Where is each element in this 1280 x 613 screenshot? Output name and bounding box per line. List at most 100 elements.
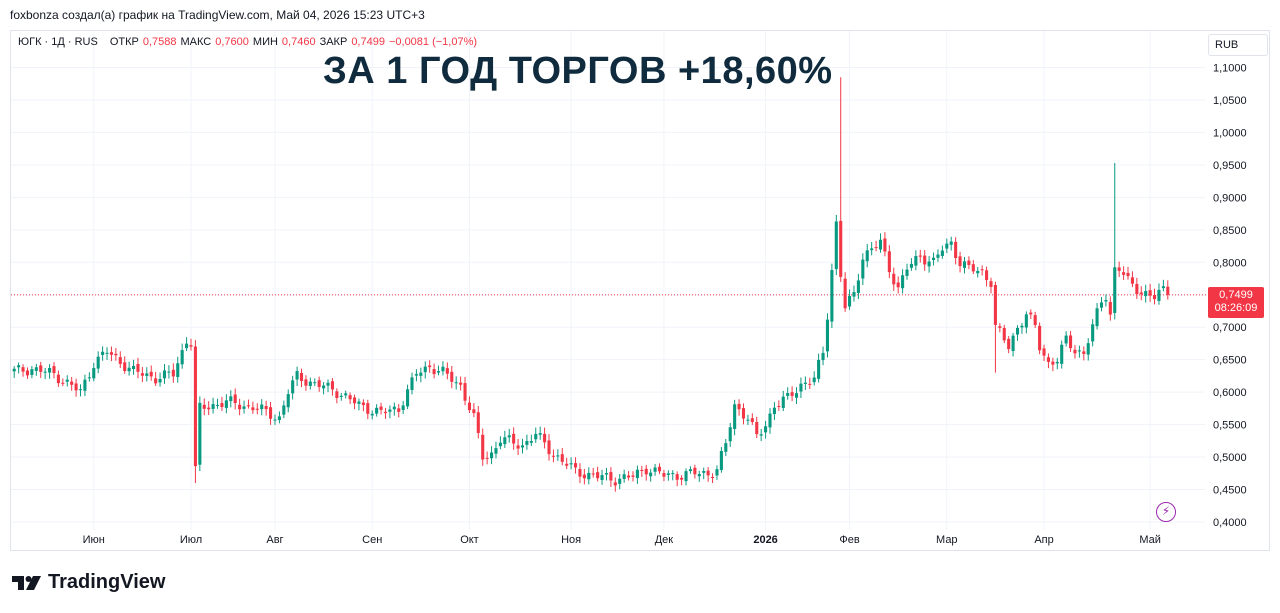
candle-body — [171, 369, 175, 377]
candle — [220, 396, 224, 411]
candle — [17, 362, 21, 374]
candle-body — [1166, 286, 1170, 295]
candle — [587, 467, 591, 485]
candle — [1166, 280, 1170, 300]
candle-body — [114, 353, 118, 356]
candle-body — [140, 373, 144, 376]
x-tick-label: Май — [1139, 534, 1161, 546]
candle — [675, 471, 679, 487]
candle — [344, 390, 348, 399]
candle-body — [83, 379, 87, 391]
low-label: МИН — [252, 36, 278, 48]
y-tick-label: 0,6500 — [1213, 355, 1247, 367]
y-tick-label: 0,9500 — [1213, 160, 1247, 172]
candle-body — [463, 383, 467, 401]
candle-body — [883, 238, 887, 252]
candle — [109, 346, 113, 362]
candle — [238, 398, 242, 416]
candle-body — [366, 403, 370, 414]
candle — [945, 238, 949, 254]
candle-body — [551, 455, 555, 457]
candle — [490, 446, 494, 465]
candle — [392, 402, 396, 416]
candle-body — [92, 368, 96, 379]
candle-body — [808, 383, 812, 385]
candle — [498, 436, 502, 450]
lightning-icon[interactable]: ⚡ — [1156, 502, 1176, 522]
chart-frame[interactable] — [10, 30, 1270, 551]
currency-button[interactable]: RUB — [1208, 34, 1268, 56]
candle-body — [1055, 361, 1059, 364]
candle-body — [118, 357, 122, 364]
candle-body — [246, 405, 251, 407]
y-tick-label: 0,6000 — [1213, 387, 1247, 399]
candle — [467, 396, 472, 413]
candle-body — [1064, 335, 1068, 344]
candle-body — [260, 404, 264, 410]
candle-body — [635, 469, 639, 479]
candle — [1148, 283, 1152, 302]
candle-body — [520, 445, 525, 448]
candle-body — [874, 247, 878, 249]
candle-body — [1126, 272, 1130, 277]
candle — [971, 260, 975, 275]
candle — [295, 366, 299, 386]
candle-body — [680, 477, 684, 480]
candle — [680, 475, 684, 486]
candle — [923, 250, 927, 271]
candle — [1069, 330, 1073, 352]
candle — [1015, 325, 1020, 341]
candle-body — [1038, 325, 1042, 351]
last-price-label: 0,7499 08:26:09 — [1208, 287, 1264, 318]
candle-body — [220, 403, 224, 408]
candle-body — [162, 370, 167, 379]
open-value: 0,7588 — [142, 36, 177, 48]
candle-body — [1148, 290, 1152, 296]
symbol-label[interactable]: ЮГК · 1Д · RUS — [18, 36, 98, 48]
candle-body — [543, 433, 547, 443]
candle — [158, 372, 162, 387]
candle — [1086, 338, 1090, 361]
candle — [954, 237, 958, 265]
candle — [1113, 162, 1117, 320]
candle — [101, 346, 105, 361]
candle — [591, 467, 595, 478]
candle-body — [666, 473, 670, 475]
candle — [171, 363, 175, 383]
candle — [348, 392, 352, 404]
candle-body — [799, 383, 803, 392]
candle — [450, 365, 454, 389]
candle-body — [693, 467, 697, 475]
candle — [1099, 297, 1104, 312]
candle — [131, 359, 136, 375]
candle-body — [825, 319, 830, 352]
candle — [92, 362, 96, 382]
candle — [914, 250, 918, 271]
candle — [817, 353, 821, 383]
candle — [1095, 302, 1099, 330]
candle-body — [772, 407, 776, 415]
candle-body — [158, 378, 162, 383]
candle-body — [878, 239, 883, 250]
candle — [255, 403, 259, 415]
candle — [887, 245, 891, 279]
candle — [357, 398, 361, 411]
candle — [671, 470, 675, 481]
candle — [1042, 344, 1046, 362]
candle — [21, 364, 25, 377]
candle-body — [507, 435, 511, 438]
tradingview-logo[interactable]: TradingView — [12, 571, 165, 594]
candle — [512, 427, 516, 450]
candle — [494, 441, 498, 459]
candle-body — [737, 403, 741, 410]
candle-body — [768, 413, 772, 428]
y-tick-label: 0,8500 — [1213, 225, 1247, 237]
candle-body — [370, 413, 374, 416]
candle-body — [534, 433, 538, 440]
candle-body — [613, 482, 617, 486]
low-value: 0,7460 — [281, 36, 316, 48]
candle — [710, 473, 715, 484]
candle-body — [12, 368, 16, 372]
candle-body — [1104, 300, 1108, 302]
